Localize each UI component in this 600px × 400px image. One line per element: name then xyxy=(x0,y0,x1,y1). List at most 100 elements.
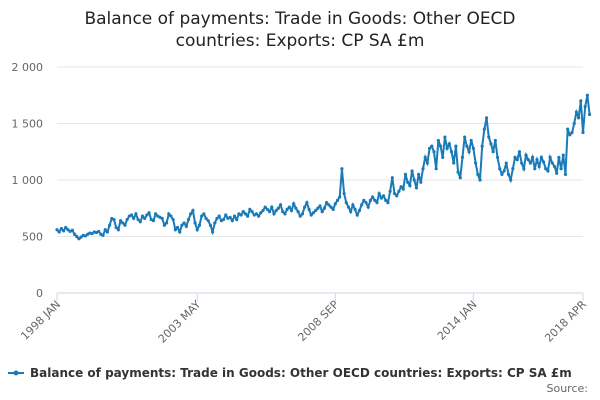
source: Source: xyxy=(547,382,589,395)
point xyxy=(441,155,445,159)
point xyxy=(474,161,478,165)
point xyxy=(283,212,287,216)
point xyxy=(270,205,274,209)
point xyxy=(70,228,74,232)
point xyxy=(215,216,219,221)
point xyxy=(239,213,243,217)
point xyxy=(572,121,576,126)
point xyxy=(408,184,412,188)
point xyxy=(186,217,191,222)
point xyxy=(388,189,392,193)
point xyxy=(414,186,419,190)
point xyxy=(362,198,366,202)
point xyxy=(108,223,112,227)
point xyxy=(305,201,309,205)
point xyxy=(351,203,355,207)
point xyxy=(434,167,438,171)
point xyxy=(261,208,265,213)
point xyxy=(228,215,232,219)
point xyxy=(246,214,250,218)
point xyxy=(412,178,416,182)
point xyxy=(561,153,565,157)
point xyxy=(307,207,311,211)
point xyxy=(112,217,116,222)
point xyxy=(384,198,388,202)
point xyxy=(197,223,202,227)
point xyxy=(454,144,458,148)
point xyxy=(274,208,278,213)
point xyxy=(300,212,305,216)
point xyxy=(191,208,195,213)
point xyxy=(143,216,147,221)
point xyxy=(417,172,421,176)
point xyxy=(250,210,254,214)
x-tick-label: 2018 APR xyxy=(542,298,589,345)
point xyxy=(162,223,166,227)
point xyxy=(171,217,175,222)
point xyxy=(331,207,335,211)
point xyxy=(287,205,291,209)
point xyxy=(140,214,145,218)
point xyxy=(401,187,405,191)
point xyxy=(292,202,296,206)
point xyxy=(366,205,370,209)
point xyxy=(59,226,63,231)
point xyxy=(235,217,239,222)
point xyxy=(178,230,182,234)
point xyxy=(320,210,324,214)
point xyxy=(436,138,440,143)
point xyxy=(371,195,375,199)
point xyxy=(298,214,302,218)
point xyxy=(552,164,557,169)
point xyxy=(180,223,184,227)
point xyxy=(90,232,94,236)
point xyxy=(276,206,280,210)
point xyxy=(449,150,454,154)
point xyxy=(344,201,348,205)
point xyxy=(285,207,289,211)
point xyxy=(243,212,248,216)
point xyxy=(267,210,272,214)
y-tick-label: 0 xyxy=(36,287,43,300)
point xyxy=(175,225,180,230)
point xyxy=(530,155,535,159)
point xyxy=(509,178,513,182)
point xyxy=(195,228,199,232)
point xyxy=(493,138,497,143)
point xyxy=(550,161,554,165)
point xyxy=(535,158,539,162)
point xyxy=(211,230,215,234)
point xyxy=(403,172,408,176)
point xyxy=(555,171,559,175)
point xyxy=(460,155,465,159)
point xyxy=(193,221,197,225)
point xyxy=(281,210,285,214)
point xyxy=(392,191,397,196)
point xyxy=(134,212,138,216)
point xyxy=(355,213,359,217)
point xyxy=(427,146,432,150)
x-tick-label: 2003 MAY xyxy=(156,298,204,346)
chart-title: Balance of payments: Trade in Goods: Oth… xyxy=(84,9,515,29)
point xyxy=(373,198,377,202)
point xyxy=(513,155,517,159)
x-tick-label: 2014 JAN xyxy=(435,298,480,343)
point xyxy=(484,116,489,120)
point xyxy=(294,206,298,210)
point xyxy=(136,217,140,222)
point xyxy=(522,167,526,171)
point xyxy=(537,164,541,169)
point xyxy=(480,144,484,148)
point xyxy=(524,153,528,157)
point xyxy=(566,127,570,131)
point xyxy=(61,229,66,233)
point xyxy=(432,150,436,154)
point xyxy=(333,202,337,206)
point xyxy=(202,212,206,216)
point xyxy=(456,170,460,174)
point xyxy=(583,104,587,109)
point xyxy=(500,172,504,176)
point xyxy=(327,203,331,207)
point xyxy=(66,228,70,232)
